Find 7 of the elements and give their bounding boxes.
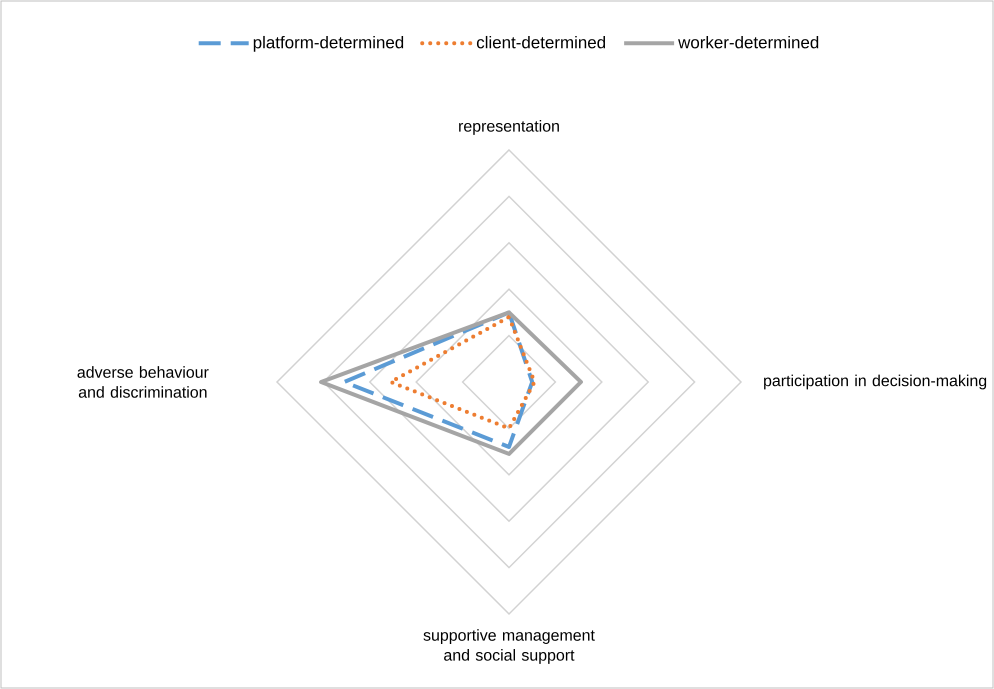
- spoke-label: adverse behaviour and discrimination: [78, 366, 209, 398]
- legend-label: client-determined: [476, 36, 606, 48]
- spoke-label: representation: [459, 120, 559, 135]
- spoke-label: participation in decision-making: [764, 374, 986, 390]
- legend-label: worker-determined: [678, 36, 818, 48]
- legend-label: platform-determined: [254, 36, 404, 52]
- spoke-label: supportive management and social support: [423, 629, 595, 664]
